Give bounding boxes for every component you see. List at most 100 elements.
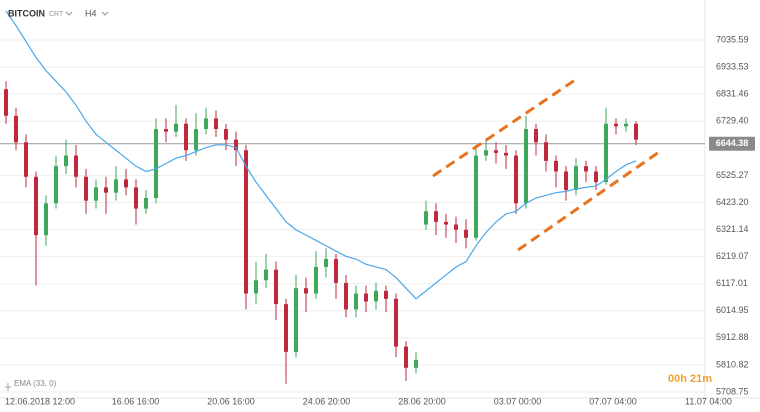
x-tick-label: 28.06 20:00 (398, 396, 446, 406)
y-tick-label: 6525.27 (716, 170, 749, 180)
candle-body (484, 150, 488, 156)
candle-body (414, 359, 418, 368)
candle-body (494, 150, 498, 153)
candle-body (584, 166, 588, 172)
candle-body (394, 298, 398, 347)
dropdown-icon[interactable] (101, 11, 109, 16)
candle-body (264, 269, 268, 281)
candle-body (84, 176, 88, 201)
candle-body (424, 211, 428, 225)
candle-body (44, 203, 48, 236)
candle-body (164, 129, 168, 132)
candle-body (344, 282, 348, 310)
candle-body (104, 187, 108, 193)
y-tick-label: 6933.53 (716, 61, 749, 71)
candle-body (574, 166, 578, 191)
candle-body (284, 304, 288, 352)
candle-body (354, 293, 358, 310)
x-tick-label: 12.06.2018 12:00 (5, 396, 75, 406)
candle-body (434, 211, 438, 222)
candle-body (374, 290, 378, 302)
candle-body (544, 142, 548, 161)
candle-body (204, 118, 208, 130)
x-tick-label: 24.06 20:00 (303, 396, 351, 406)
channel-lower (517, 148, 663, 252)
candle-body (304, 288, 308, 294)
candle-body (514, 155, 518, 204)
candle-body (114, 179, 118, 193)
dropdown-icon[interactable] (65, 11, 73, 16)
candle-body (54, 166, 58, 204)
candle-body (534, 129, 538, 143)
candle-body (564, 171, 568, 191)
candle-body (614, 123, 618, 127)
candle-body (74, 155, 78, 177)
y-tick-label: 6321.14 (716, 224, 749, 234)
candle-body (464, 229, 468, 238)
candle-body (634, 123, 638, 140)
y-tick-label: 5912.88 (716, 332, 749, 342)
candle-body (174, 123, 178, 132)
candle-body (504, 152, 508, 156)
price-label-bg (709, 136, 755, 151)
current-price-label: 6644.38 (716, 138, 749, 148)
ema-line (5, 10, 637, 300)
timeframe[interactable]: H4 (85, 8, 97, 18)
symbol[interactable]: BITCOIN (8, 8, 45, 18)
indicator-icon[interactable] (5, 383, 11, 391)
candle-body (234, 139, 238, 151)
candle-body (384, 290, 388, 299)
candle-body (274, 269, 278, 305)
candle-body (554, 160, 558, 172)
candle-body (144, 198, 148, 209)
candle-body (184, 123, 188, 151)
candle-body (474, 155, 478, 238)
y-tick-label: 6423.20 (716, 197, 749, 207)
y-tick-label: 6831.46 (716, 89, 749, 99)
y-tick-label: 6219.07 (716, 251, 749, 261)
candle-body (624, 123, 628, 127)
candle-body (14, 115, 18, 143)
x-tick-label: 20.06 16:00 (207, 396, 255, 406)
y-tick-label: 7035.59 (716, 34, 749, 44)
channel-upper (432, 76, 579, 178)
candle-body (594, 171, 598, 183)
candle-body (334, 259, 338, 283)
candle-body (124, 179, 128, 188)
candle-body (154, 129, 158, 199)
plot-layer (0, 10, 705, 393)
candle-countdown: 00h 21m (668, 373, 712, 385)
candle-body (244, 150, 248, 294)
candle-body (524, 129, 528, 204)
candle-body (134, 187, 138, 209)
x-tick-label: 16.06 16:00 (112, 396, 160, 406)
x-tick-label: 11.07 04:00 (685, 396, 732, 406)
candle-body (444, 221, 448, 225)
candle-body (214, 118, 218, 130)
candle-body (64, 155, 68, 167)
candle-body (254, 280, 258, 294)
y-tick-label: 5810.82 (716, 359, 749, 369)
x-tick-label: 03.07 00:00 (494, 396, 542, 406)
candle-body (224, 129, 228, 140)
candle-body (34, 176, 38, 236)
y-tick-label: 6117.01 (716, 278, 748, 288)
y-tick-label: 6729.40 (716, 116, 749, 126)
indicator-label[interactable]: EMA (33, 0) (14, 379, 57, 388)
candle-body (94, 187, 98, 201)
candle-body (404, 346, 408, 368)
y-tick-label: 5708.75 (716, 386, 749, 396)
x-tick-label: 07.07 04:00 (589, 396, 637, 406)
candle-body (324, 259, 328, 267)
candle-body (24, 142, 28, 177)
candle-body (314, 266, 318, 294)
candle-body (194, 129, 198, 151)
chart-type[interactable]: CRT (49, 11, 64, 18)
y-tick-label: 6014.95 (716, 305, 749, 315)
candle-body (4, 89, 8, 116)
candle-body (454, 224, 458, 230)
candle-body (604, 123, 608, 183)
